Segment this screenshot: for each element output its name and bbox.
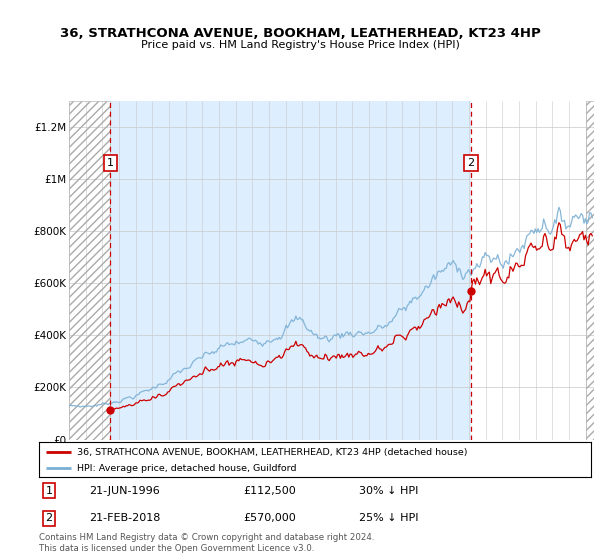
Bar [586, 101, 594, 440]
Text: 1: 1 [107, 158, 113, 169]
Bar [471, 101, 594, 440]
Text: £112,500: £112,500 [243, 486, 296, 496]
Text: 1: 1 [46, 486, 52, 496]
Text: £570,000: £570,000 [243, 514, 296, 524]
Text: 21-FEB-2018: 21-FEB-2018 [89, 514, 160, 524]
Text: HPI: Average price, detached house, Guildford: HPI: Average price, detached house, Guil… [77, 464, 296, 473]
Bar [69, 101, 110, 440]
Text: 2: 2 [46, 514, 52, 524]
Text: Price paid vs. HM Land Registry's House Price Index (HPI): Price paid vs. HM Land Registry's House … [140, 40, 460, 50]
Bar [69, 101, 110, 440]
Text: 30% ↓ HPI: 30% ↓ HPI [359, 486, 419, 496]
Text: Contains HM Land Registry data © Crown copyright and database right 2024.
This d: Contains HM Land Registry data © Crown c… [39, 533, 374, 553]
Text: 2: 2 [467, 158, 475, 169]
Text: 25% ↓ HPI: 25% ↓ HPI [359, 514, 419, 524]
Text: 36, STRATHCONA AVENUE, BOOKHAM, LEATHERHEAD, KT23 4HP: 36, STRATHCONA AVENUE, BOOKHAM, LEATHERH… [59, 27, 541, 40]
Text: 21-JUN-1996: 21-JUN-1996 [89, 486, 160, 496]
Text: 36, STRATHCONA AVENUE, BOOKHAM, LEATHERHEAD, KT23 4HP (detached house): 36, STRATHCONA AVENUE, BOOKHAM, LEATHERH… [77, 447, 467, 456]
